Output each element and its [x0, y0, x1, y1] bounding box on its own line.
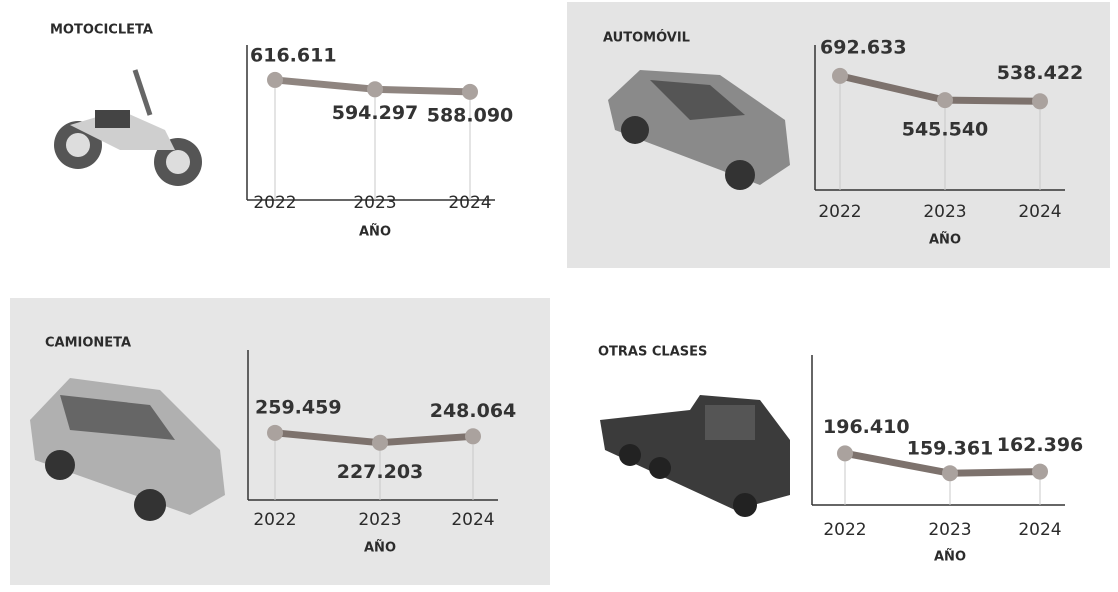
point: [937, 92, 953, 108]
point: [372, 435, 388, 451]
value-label: 227.203: [337, 461, 424, 483]
value-label: 162.396: [997, 434, 1084, 456]
x-axis-label: AÑO: [364, 540, 396, 556]
value-label: 616.611: [250, 44, 337, 66]
chart-title: CAMIONETA: [45, 336, 131, 351]
point: [837, 445, 853, 461]
infographic: MOTOCICLETA 2022 2023 2024 616.611 594.297 588…: [0, 0, 1118, 592]
page: {"chart_data": [ {"type": "line", "title…: [0, 0, 1118, 592]
x-axis-label: AÑO: [934, 549, 966, 565]
value-label: 545.540: [902, 119, 989, 141]
value-label: 692.633: [820, 36, 907, 58]
value-label: 159.361: [907, 438, 994, 460]
value-label: 196.410: [823, 416, 910, 438]
x-tick-label: 2024: [1018, 520, 1061, 540]
value-label: 248.064: [430, 400, 517, 422]
x-tick-label: 2024: [448, 193, 491, 213]
point: [367, 81, 383, 97]
x-tick-label: 2024: [451, 510, 494, 530]
point: [267, 425, 283, 441]
x-tick-label: 2023: [923, 202, 966, 222]
point: [465, 428, 481, 444]
value-label: 588.090: [427, 104, 514, 126]
motorcycle-icon: [54, 70, 202, 186]
x-tick-label: 2022: [253, 510, 296, 530]
truck-icon: [600, 395, 790, 517]
x-axis-label: AÑO: [359, 224, 391, 240]
point: [832, 68, 848, 84]
point: [462, 84, 478, 100]
x-tick-label: 2022: [823, 520, 866, 540]
point: [1032, 464, 1048, 480]
point: [1032, 93, 1048, 109]
x-tick-label: 2023: [353, 193, 396, 213]
value-label: 259.459: [255, 396, 342, 418]
x-axis-label: AÑO: [929, 232, 961, 248]
chart-title: MOTOCICLETA: [50, 23, 153, 38]
x-tick-label: 2024: [1018, 202, 1061, 222]
chart-title: OTRAS CLASES: [598, 345, 707, 360]
chart-title: AUTOMÓVIL: [603, 30, 690, 46]
point: [942, 465, 958, 481]
value-label: 538.422: [997, 62, 1084, 84]
x-tick-label: 2023: [928, 520, 971, 540]
point: [267, 72, 283, 88]
value-label: 594.297: [332, 102, 419, 124]
x-tick-label: 2022: [253, 193, 296, 213]
x-tick-label: 2022: [818, 202, 861, 222]
x-tick-label: 2023: [358, 510, 401, 530]
